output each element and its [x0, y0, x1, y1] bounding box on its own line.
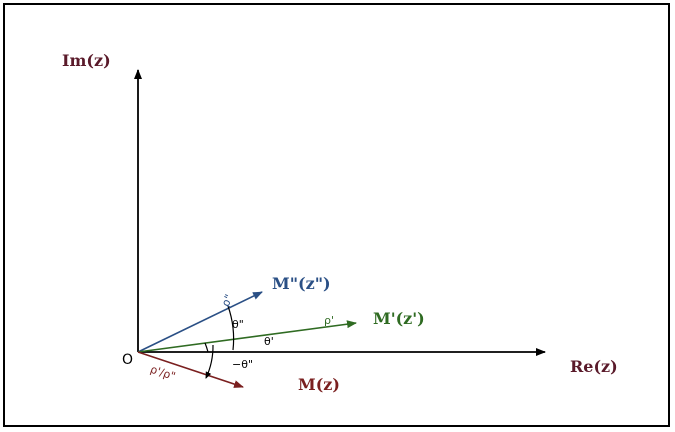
- vector-m-prime: [137, 320, 357, 353]
- origin-label: O: [122, 352, 133, 368]
- imaginary-axis-label: Im(z): [62, 51, 111, 70]
- m-prime-label: M'(z'): [373, 309, 425, 328]
- m-label: M(z): [298, 375, 340, 394]
- m-double-prime-label: M"(z"): [272, 274, 331, 293]
- angle-arc-theta-double-prime: [227, 305, 235, 351]
- vector-m-double-prime: [137, 291, 263, 353]
- rho-prime-label: ρ': [324, 314, 334, 327]
- vector-m: [137, 351, 244, 388]
- angle-arc-minus-theta-double-prime: [205, 344, 214, 379]
- rho-double-prime-label: ρ": [219, 292, 236, 309]
- theta-double-prime-label: θ": [232, 318, 244, 331]
- diagram-frame: [3, 3, 670, 427]
- real-axis-label: Re(z): [570, 357, 618, 376]
- rho-ratio-label: ρ'/ρ": [149, 363, 178, 383]
- minus-theta-double-prime-label: −θ": [232, 358, 253, 371]
- theta-prime-label: θ': [264, 335, 274, 348]
- angle-arc-theta-prime: [204, 342, 209, 353]
